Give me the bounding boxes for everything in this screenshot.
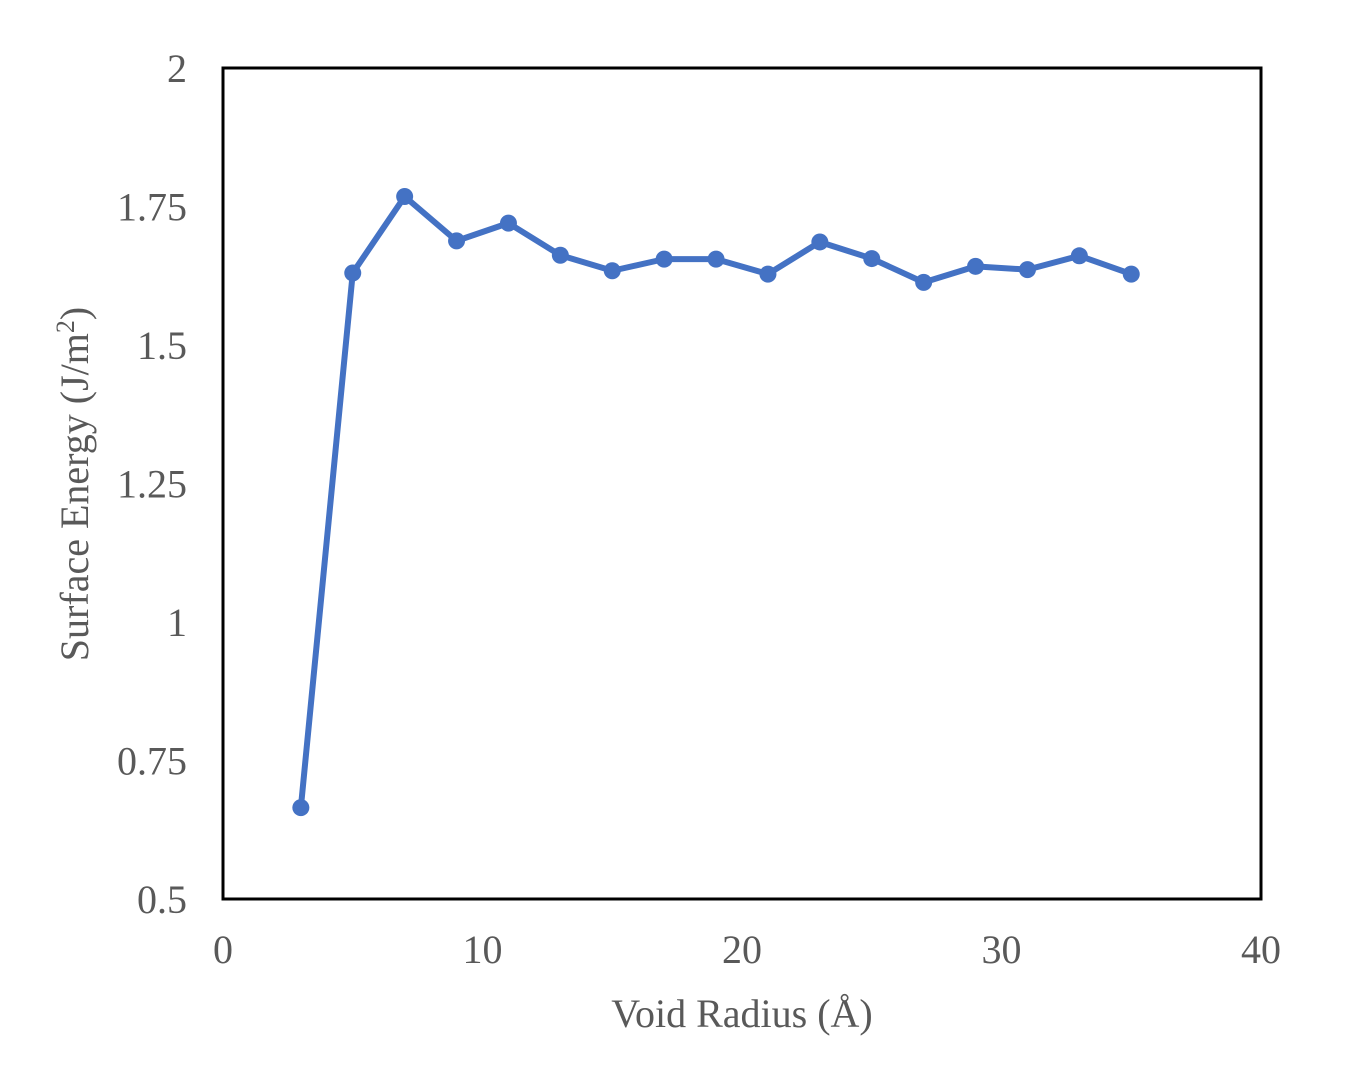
- data-point: [655, 250, 673, 268]
- data-point: [292, 799, 310, 817]
- y-tick-label: 1: [167, 600, 187, 645]
- y-tick-label: 1.75: [117, 185, 187, 230]
- x-tick-label: 30: [982, 927, 1022, 972]
- y-axis-title: Surface Energy (J/m2): [51, 307, 97, 661]
- y-axis-ticks: 0.5 0.75 1 1.25 1.5 1.75 2: [117, 46, 187, 922]
- data-point: [863, 250, 881, 268]
- plot-area: [221, 66, 1263, 901]
- x-axis-ticks: 0 10 20 30 40: [213, 927, 1281, 972]
- y-axis-title-prefix: Surface Energy (J/m: [52, 333, 97, 661]
- x-tick-label: 20: [722, 927, 762, 972]
- data-point: [448, 232, 466, 250]
- data-point: [1122, 265, 1140, 283]
- x-tick-label: 40: [1241, 927, 1281, 972]
- y-axis-title-superscript: 2: [51, 320, 80, 333]
- data-point: [811, 233, 829, 251]
- y-tick-label: 2: [167, 46, 187, 91]
- data-point: [499, 214, 517, 232]
- y-axis-title-suffix: ): [52, 307, 97, 320]
- x-tick-label: 10: [463, 927, 503, 972]
- data-point: [603, 262, 621, 280]
- data-point: [396, 188, 414, 206]
- series-layer: [292, 188, 1140, 817]
- y-tick-label: 0.75: [117, 739, 187, 784]
- y-tick-label: 0.5: [137, 877, 187, 922]
- x-axis-title: Void Radius (Å): [611, 991, 872, 1036]
- data-point: [967, 257, 985, 275]
- data-point: [1070, 247, 1088, 265]
- data-point: [551, 246, 569, 264]
- data-point: [759, 265, 777, 283]
- y-tick-label: 1.5: [137, 323, 187, 368]
- x-tick-label: 0: [213, 927, 233, 972]
- y-tick-label: 1.25: [117, 462, 187, 507]
- data-point: [344, 264, 362, 282]
- data-point: [915, 273, 933, 291]
- data-point: [1018, 261, 1036, 279]
- data-point: [707, 250, 725, 268]
